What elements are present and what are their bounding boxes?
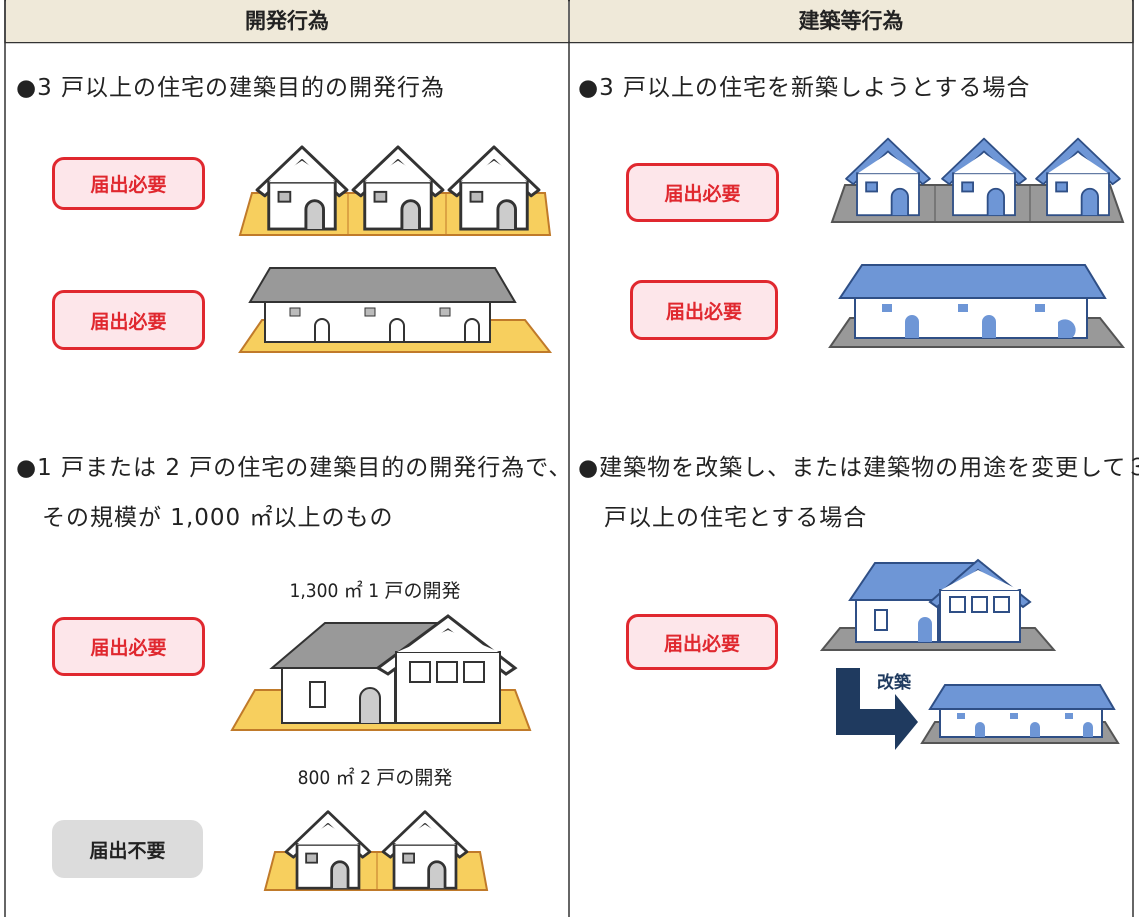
blue-small-apartment bbox=[920, 684, 1120, 744]
badge: 届出不要 bbox=[52, 820, 203, 878]
blue-houses-3 bbox=[830, 137, 1125, 223]
header-left: 開発行為 bbox=[6, 0, 568, 42]
item-text: ●建築物を改築し、または建築物の用途を変更して３戸以上の住宅とする場合 bbox=[578, 455, 1139, 531]
table-lines bbox=[4, 0, 1134, 917]
item-text: ●3 戸以上の住宅を新築しようとする場合 bbox=[578, 75, 1031, 101]
item-text: ●1 戸または 2 戸の住宅の建築目的の開発行為で、その規模が 1,000 ㎡以… bbox=[16, 455, 573, 531]
badge: 届出必要 bbox=[626, 163, 779, 222]
blue-apartment bbox=[828, 264, 1126, 348]
case-label: 1,300 ㎡ 1 戸の開発 bbox=[289, 580, 461, 602]
houses-3 bbox=[238, 145, 552, 236]
header-right: 建築等行為 bbox=[570, 0, 1132, 42]
apartment bbox=[238, 267, 553, 353]
blue-large-house bbox=[819, 558, 1057, 651]
large-house bbox=[230, 614, 532, 731]
badge: 届出必要 bbox=[630, 280, 778, 340]
badge: 届出必要 bbox=[52, 617, 205, 676]
arrow bbox=[836, 668, 918, 750]
badge: 届出必要 bbox=[52, 157, 205, 210]
arrow-label: 改築 bbox=[877, 673, 911, 693]
item-text: ●3 戸以上の住宅の建築目的の開発行為 bbox=[16, 75, 446, 101]
case-label: 800 ㎡ 2 戸の開発 bbox=[297, 767, 453, 789]
badge: 届出必要 bbox=[626, 614, 778, 670]
badge: 届出必要 bbox=[52, 290, 205, 350]
houses-2 bbox=[263, 810, 489, 891]
